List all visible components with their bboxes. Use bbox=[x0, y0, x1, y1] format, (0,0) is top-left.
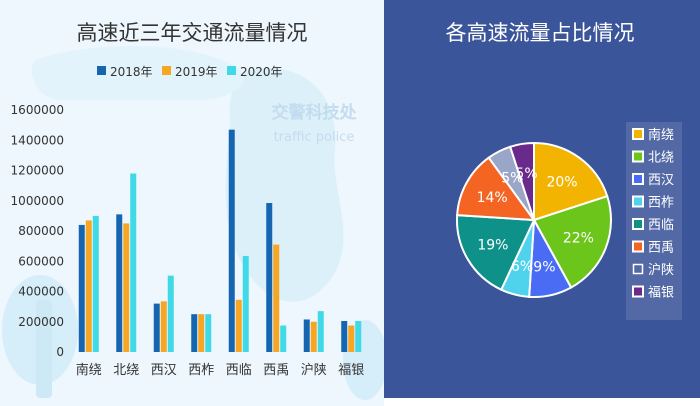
bar-3-南绕 bbox=[92, 215, 99, 352]
legend-swatch bbox=[97, 66, 106, 75]
bar-3-沪陕 bbox=[317, 311, 324, 352]
bar-chart: 交警科技处 traffic police 高速近三年交通流量情况 2018年 20… bbox=[2, 21, 384, 400]
pie-data-label: 9% bbox=[533, 260, 555, 276]
bar-3-西汉 bbox=[167, 275, 174, 352]
legend-swatch bbox=[634, 287, 642, 296]
y-tick-label: 1200000 bbox=[11, 164, 64, 178]
pie-slice-西临 bbox=[456, 214, 536, 292]
legend-swatch bbox=[634, 220, 642, 228]
legend-swatch bbox=[632, 263, 644, 275]
bar-2-西汉 bbox=[160, 301, 167, 352]
y-tick-label: 0 bbox=[56, 345, 64, 359]
bar-2-西柞 bbox=[198, 314, 205, 352]
legend-swatch bbox=[162, 66, 171, 75]
bar-2-沪陕 bbox=[310, 321, 317, 352]
pie-data-label: 5% bbox=[515, 166, 537, 182]
bar-chart-panel: 交警科技处 traffic police 高速近三年交通流量情况 2018年 20… bbox=[0, 0, 384, 406]
x-tick-label: 福银 bbox=[338, 363, 364, 378]
legend-label: 福银 bbox=[648, 286, 674, 301]
pie-data-label: 19% bbox=[477, 237, 508, 253]
bar-1-北绕 bbox=[116, 214, 123, 352]
x-tick-label: 西临 bbox=[226, 363, 252, 378]
bar-chart-title: 高速近三年交通流量情况 bbox=[77, 21, 308, 45]
pie-slice-北绕 bbox=[532, 194, 612, 289]
x-tick-label: 北绕 bbox=[113, 363, 139, 378]
legend-label: 北绕 bbox=[648, 151, 674, 166]
bar-2-西禹 bbox=[273, 244, 280, 352]
legend-label: 南绕 bbox=[648, 127, 674, 143]
bar-1-西汉 bbox=[153, 303, 160, 352]
legend-swatch bbox=[634, 197, 642, 206]
legend-swatch bbox=[634, 130, 642, 138]
y-tick-label: 400000 bbox=[18, 285, 64, 299]
legend-swatch bbox=[634, 242, 642, 251]
pie-slices bbox=[456, 141, 612, 298]
legend-label: 西柞 bbox=[648, 196, 674, 211]
pie-slice-福银 bbox=[508, 141, 535, 221]
pie-data-label: 20% bbox=[546, 174, 577, 190]
bar-1-南绕 bbox=[78, 224, 85, 352]
pie-slice-南绕 bbox=[533, 141, 609, 222]
bar-1-福银 bbox=[341, 320, 348, 352]
legend-swatch bbox=[634, 152, 642, 161]
watermark: 交警科技处 traffic police bbox=[272, 102, 358, 145]
pie-data-label: 6% bbox=[511, 259, 533, 275]
y-tick-label: 200000 bbox=[18, 315, 64, 329]
legend-label: 西临 bbox=[648, 218, 674, 233]
pie-chart-panel: 各高速流量占比情况 20% 22% 9% 6% 19% 14% 5% 5% 南绕北绕西汉西柞西… bbox=[384, 0, 700, 406]
bar-1-西柞 bbox=[191, 314, 198, 352]
bottom-strip bbox=[384, 398, 700, 406]
pie-chart-title: 各高速流量占比情况 bbox=[446, 21, 635, 45]
legend-swatch bbox=[634, 175, 642, 183]
y-tick-label: 600000 bbox=[18, 254, 64, 268]
bar-3-西临 bbox=[242, 255, 249, 352]
y-tick-label: 1000000 bbox=[11, 194, 64, 208]
bar-3-西禹 bbox=[280, 325, 287, 352]
pie-data-label: 14% bbox=[477, 190, 508, 206]
y-tick-label: 1600000 bbox=[11, 103, 64, 117]
x-tick-label: 沪陕 bbox=[301, 362, 327, 378]
legend-swatch bbox=[227, 66, 236, 75]
bar-legend: 2018年 2019年 2020年 bbox=[97, 65, 283, 79]
bar-1-西禹 bbox=[266, 203, 273, 352]
x-tick-label: 西柞 bbox=[188, 363, 214, 378]
bar-marks bbox=[78, 129, 362, 352]
pie-chart: 各高速流量占比情况 20% 22% 9%6%19% 14% 5%5% 南绕北绕西汉西柞西… bbox=[446, 21, 682, 320]
pie-labels: 20% 22% 9%6%19% 14% 5%5% bbox=[477, 166, 594, 276]
y-tick-label: 1400000 bbox=[11, 133, 64, 147]
bar-2-南绕 bbox=[85, 220, 92, 352]
bar-1-西临 bbox=[228, 129, 235, 352]
bar-axis: 0 200000 400000 600000 800000 1000000 1200000 1… bbox=[11, 103, 365, 378]
background-decoration bbox=[2, 46, 384, 400]
x-tick-label: 西禹 bbox=[263, 363, 289, 378]
pie-data-label: 22% bbox=[563, 231, 594, 247]
bar-3-西柞 bbox=[205, 314, 212, 352]
legend-label: 西汉 bbox=[648, 173, 674, 188]
legend-label: 沪陕 bbox=[648, 262, 674, 278]
x-tick-label: 西汉 bbox=[151, 363, 177, 378]
pie-slice-西禹 bbox=[456, 156, 537, 222]
bar-2-西临 bbox=[235, 299, 242, 352]
watermark-subtitle: traffic police bbox=[274, 130, 355, 145]
bar-2-福银 bbox=[348, 325, 355, 352]
legend-label: 2019年 bbox=[175, 65, 218, 79]
bar-3-福银 bbox=[355, 320, 362, 352]
legend-label: 2020年 bbox=[240, 65, 283, 79]
y-tick-label: 800000 bbox=[18, 224, 64, 238]
legend-label: 西禹 bbox=[648, 241, 674, 256]
watermark-title: 交警科技处 bbox=[272, 102, 358, 123]
bar-1-沪陕 bbox=[303, 319, 310, 352]
legend-label: 2018年 bbox=[110, 65, 153, 79]
bar-3-北绕 bbox=[130, 173, 137, 352]
pie-data-label: 5% bbox=[501, 170, 523, 186]
bar-2-北绕 bbox=[123, 223, 130, 352]
x-tick-label: 南绕 bbox=[76, 362, 102, 378]
